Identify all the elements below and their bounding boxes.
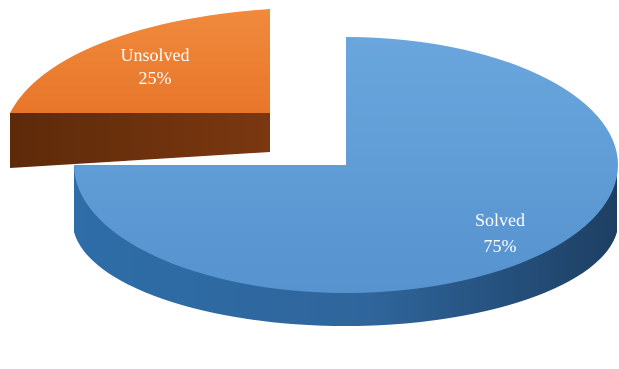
slice-unsolved-side-left: [10, 113, 270, 168]
slice-percent-unsolved: 25%: [139, 68, 172, 88]
slice-unsolved: [10, 9, 270, 168]
slice-solved-side: [74, 165, 617, 327]
slice-label-solved: Solved: [475, 210, 525, 230]
slice-percent-solved: 75%: [484, 236, 517, 256]
slice-solved: [74, 37, 618, 327]
slice-label-unsolved: Unsolved: [121, 45, 190, 65]
slice-solved-top: [74, 37, 618, 293]
slice-unsolved-top: [10, 9, 270, 113]
